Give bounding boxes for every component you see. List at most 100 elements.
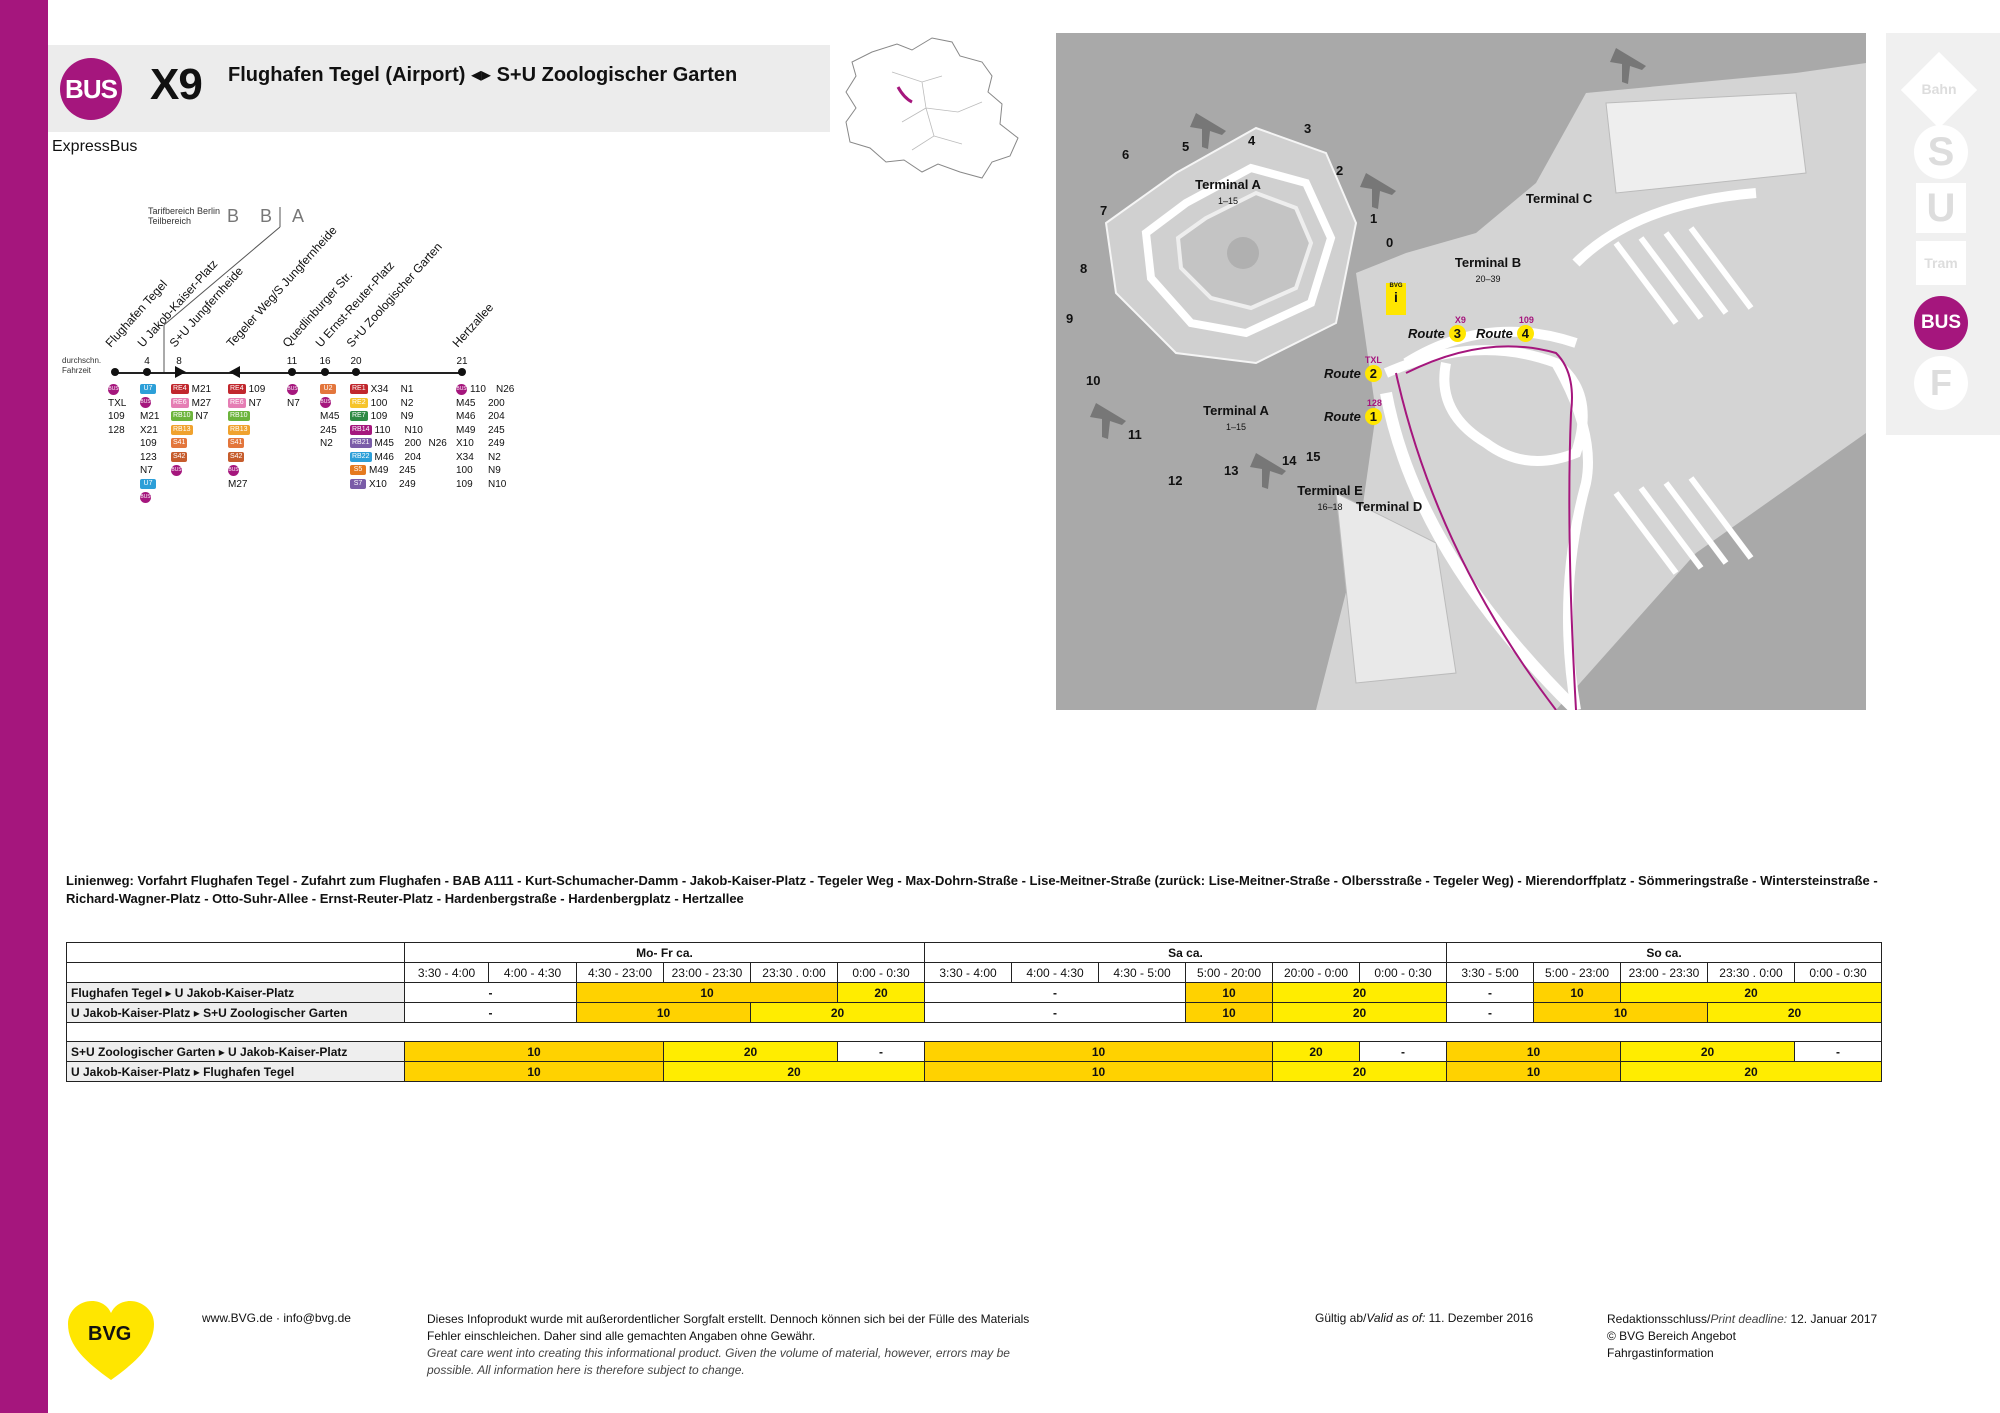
- tarif-zone: B: [260, 206, 273, 226]
- connection-line: M45: [374, 438, 394, 449]
- period-header: 23:00 - 23:30: [1620, 962, 1708, 983]
- direction-label: Flughafen Tegel ▸ U Jakob-Kaiser-Platz: [66, 982, 405, 1003]
- gate-number: 14: [1282, 453, 1297, 468]
- connection-line: TXL: [108, 397, 127, 409]
- connection-line: M49: [369, 465, 389, 476]
- transport-modes: Bahn S U Tram BUS F: [1886, 33, 2000, 435]
- headway-cell: 10: [404, 1061, 664, 1082]
- table-row: S+U Zoologischer Garten ▸ U Jakob-Kaiser…: [66, 1041, 1882, 1062]
- gate-number: 2: [1336, 163, 1344, 178]
- period-header: 3:30 - 5:00: [1446, 962, 1534, 983]
- connection-line: M45: [456, 397, 476, 409]
- route-line: 109: [1518, 315, 1534, 325]
- connection-badge: RE6: [171, 397, 189, 408]
- gate-number: 6: [1122, 147, 1130, 162]
- route-word: Route: [1476, 326, 1513, 341]
- period-header: 3:30 - 4:00: [404, 962, 489, 983]
- headway-cell: 20: [1707, 1002, 1882, 1023]
- bus-icon: BUS: [287, 383, 298, 395]
- direction-label: S+U Zoologischer Garten ▸ U Jakob-Kaiser…: [66, 1041, 405, 1062]
- route-number: 4: [1516, 325, 1534, 342]
- headway-cell: -: [1794, 1041, 1882, 1062]
- u-bahn-icon: U: [1916, 183, 1966, 233]
- headway-cell: 10: [576, 1002, 751, 1023]
- connection-line: N10: [404, 424, 423, 436]
- direction-left-icon: [229, 366, 240, 378]
- connection-badge: RB10: [171, 411, 193, 422]
- headway-cell: -: [837, 1041, 925, 1062]
- connection-badge: RB21: [350, 438, 372, 449]
- connection-line: N2: [400, 397, 414, 409]
- tram-icon: Tram: [1916, 241, 1966, 285]
- timetable: Mo- Fr ca. Sa ca. So ca. 3:30 - 4:00 4:00 - …: [66, 942, 1882, 1082]
- bus-badge: BUS: [60, 58, 122, 120]
- headway-cell: 10: [924, 1041, 1273, 1062]
- connection-line: M45: [320, 411, 340, 422]
- period-header: 23:30 . 0:00: [1707, 962, 1795, 983]
- gate-number: 0: [1386, 235, 1394, 250]
- corner-cell: [66, 962, 405, 983]
- gate-number: 10: [1086, 373, 1101, 388]
- period-header: 3:30 - 4:00: [924, 962, 1012, 983]
- headway-cell: 20: [1620, 1061, 1882, 1082]
- headway-cell: 10: [1185, 982, 1273, 1003]
- spacer-row: [66, 1022, 1882, 1042]
- bus-icon: BUS: [140, 491, 151, 503]
- connection-line: 110: [374, 424, 391, 436]
- travel-time: 16: [319, 356, 331, 367]
- period-header: 4:00 - 4:30: [1011, 962, 1099, 983]
- headway-cell: -: [404, 1002, 577, 1023]
- period-header: 4:30 - 23:00: [576, 962, 664, 983]
- travel-time: 8: [176, 356, 182, 367]
- connection-line: N10: [488, 478, 507, 490]
- stop-name: Hertzallee: [449, 300, 497, 350]
- connection-line: 204: [488, 411, 505, 422]
- travel-time: 11: [286, 356, 298, 367]
- headway-cell: -: [1446, 1002, 1534, 1023]
- side-stripe: [0, 0, 48, 1413]
- terminal-d-label: Terminal D: [1356, 499, 1423, 514]
- headway-cell: 20: [750, 1002, 925, 1023]
- headway-cell: 20: [1620, 1041, 1795, 1062]
- connection-badge: RB13: [228, 424, 250, 435]
- connection-badge: RB14: [350, 424, 372, 435]
- connection-line: X10: [456, 438, 474, 449]
- bus-route-path: [1395, 372, 1557, 710]
- connection-badge: S42: [228, 451, 245, 462]
- connection-line: N7: [287, 397, 300, 409]
- tarif-zone: A: [292, 206, 305, 226]
- web-contact[interactable]: www.BVG.de · info@bvg.de: [202, 1311, 351, 1325]
- table-row: U Jakob-Kaiser-Platz ▸ Flughafen Tegel 10…: [66, 1061, 1882, 1082]
- connection-line: N2: [488, 451, 501, 463]
- bus-icon: BUS: [228, 464, 239, 476]
- headway-cell: 20: [663, 1061, 925, 1082]
- bus-icon: BUS: [456, 383, 467, 395]
- route-number: 3: [1448, 325, 1466, 342]
- tarif-label: Tarifbereich Berlin Teilbereich: [148, 206, 221, 226]
- connection-badge: RB13: [171, 424, 193, 435]
- connection-line: M46: [456, 411, 476, 422]
- terminal-b-label: Terminal B 20–39: [1454, 255, 1522, 284]
- connection-badge: S41: [171, 438, 188, 449]
- direction-label: U Jakob-Kaiser-Platz ▸ S+U Zoologischer …: [66, 1002, 405, 1023]
- headway-cell: 10: [1446, 1041, 1621, 1062]
- connection-badge: S41: [228, 438, 245, 449]
- connection-badge: RE1: [350, 384, 368, 395]
- period-header: 0:00 - 0:30: [1359, 962, 1447, 983]
- travel-time: 21: [456, 356, 468, 367]
- route-label: X9 Route 3: [1408, 315, 1466, 342]
- headway-cell: -: [404, 982, 577, 1003]
- gate-number: 3: [1304, 121, 1312, 136]
- connection-badge: RE4: [228, 384, 246, 395]
- stop-dot: [111, 368, 119, 376]
- bvg-logo-text: BVG: [88, 1323, 132, 1345]
- connection-line: M27: [228, 478, 248, 490]
- connection-line: 249: [399, 478, 416, 490]
- bus-mode-icon: BUS: [1914, 296, 1968, 350]
- period-header: 5:00 - 23:00: [1533, 962, 1621, 983]
- route-word: Route: [1324, 366, 1361, 381]
- connection-line: M46: [374, 451, 394, 463]
- headway-cell: 10: [576, 982, 838, 1003]
- connection-badge: RE2: [350, 397, 368, 408]
- headway-cell: 10: [924, 1061, 1273, 1082]
